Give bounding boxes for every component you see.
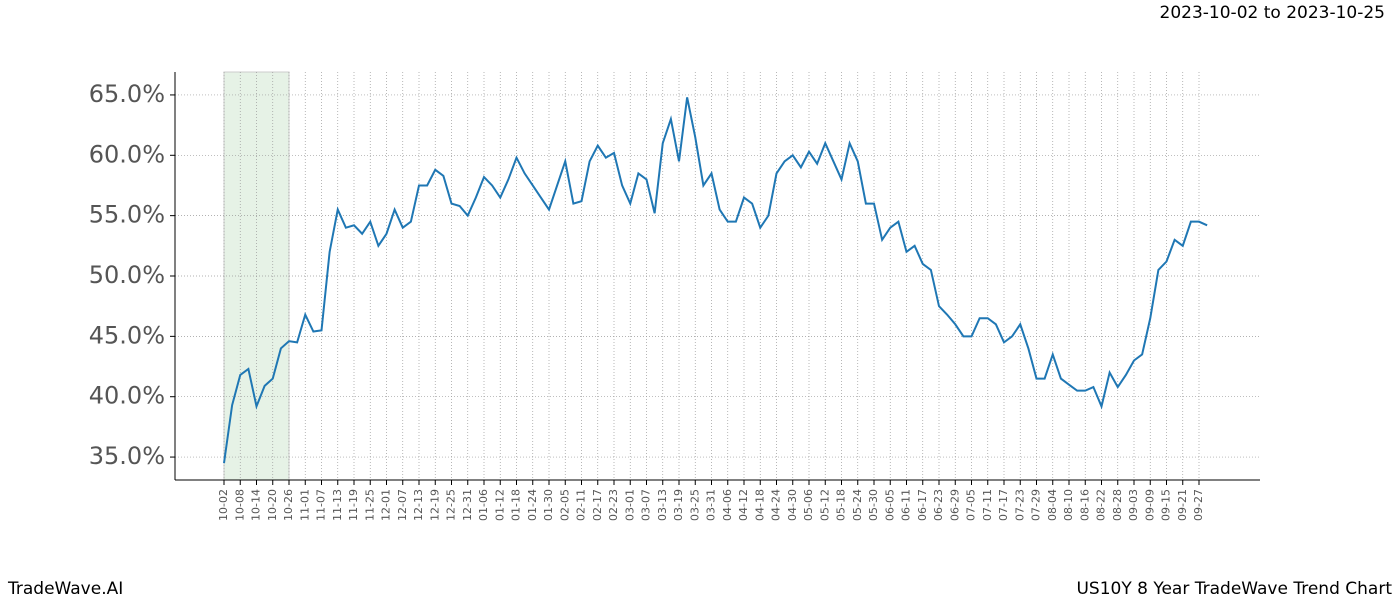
- x-tick-label: 07-05: [965, 489, 978, 521]
- x-tick-label: 02-05: [558, 489, 571, 521]
- y-tick-label: 40.0%: [89, 382, 165, 410]
- x-tick-label: 11-25: [363, 489, 376, 521]
- x-tick-label: 11-01: [298, 489, 311, 521]
- x-tick-label: 12-19: [428, 489, 441, 521]
- x-tick-label: 02-23: [607, 489, 620, 521]
- x-tick-label: 01-18: [510, 489, 523, 521]
- y-tick-label: 45.0%: [89, 321, 165, 349]
- x-tick-label: 09-03: [1127, 489, 1140, 521]
- x-tick-label: 08-10: [1062, 489, 1075, 521]
- x-tick-label: 05-06: [802, 489, 815, 521]
- x-tick-label: 06-23: [932, 489, 945, 521]
- x-tick-label: 08-16: [1078, 489, 1091, 521]
- x-tick-label: 01-06: [477, 489, 490, 521]
- x-tick-label: 06-05: [883, 489, 896, 521]
- x-tick-label: 09-15: [1160, 489, 1173, 521]
- y-tick-label: 50.0%: [89, 261, 165, 289]
- x-tick-label: 06-17: [916, 489, 929, 521]
- y-tick-label: 35.0%: [89, 442, 165, 470]
- x-tick-label: 04-12: [737, 489, 750, 521]
- x-tick-label: 05-12: [818, 489, 831, 521]
- x-tick-label: 07-23: [1013, 489, 1026, 521]
- x-tick-label: 08-04: [1046, 489, 1059, 521]
- source: TradeWave.AI: [7, 579, 123, 599]
- x-tick-label: 10-08: [233, 489, 246, 521]
- x-tick-label: 09-21: [1176, 489, 1189, 521]
- x-tick-label: 08-22: [1095, 489, 1108, 521]
- x-tick-label: 11-19: [347, 489, 360, 521]
- chart-subtitle: 2023-10-02 to 2023-10-25: [1160, 3, 1385, 23]
- x-tick-label: 12-13: [412, 489, 425, 521]
- x-tick-label: 12-25: [445, 489, 458, 521]
- chart-title: US10Y 8 Year TradeWave Trend Chart: [1076, 579, 1392, 599]
- x-tick-label: 04-30: [786, 489, 799, 521]
- x-tick-label: 07-29: [1030, 489, 1043, 521]
- x-tick-label: 04-06: [721, 489, 734, 521]
- x-tick-label: 03-19: [672, 489, 685, 521]
- x-tick-label: 09-27: [1192, 489, 1205, 521]
- x-tick-label: 10-02: [217, 489, 230, 521]
- x-tick-label: 03-25: [688, 489, 701, 521]
- x-tick-label: 11-13: [331, 489, 344, 521]
- x-tick-label: 04-24: [770, 489, 783, 521]
- y-tick-label: 65.0%: [89, 80, 165, 108]
- x-tick-label: 01-24: [526, 489, 539, 521]
- x-tick-label: 12-31: [461, 489, 474, 521]
- x-tick-label: 11-07: [315, 489, 328, 521]
- x-tick-label: 05-18: [835, 489, 848, 521]
- x-tick-label: 12-01: [380, 489, 393, 521]
- x-tick-label: 10-14: [250, 489, 263, 521]
- y-tick-label: 55.0%: [89, 201, 165, 229]
- x-tick-label: 03-13: [656, 489, 669, 521]
- x-tick-label: 01-30: [542, 489, 555, 521]
- x-tick-label: 02-17: [591, 489, 604, 521]
- x-tick-label: 05-24: [851, 489, 864, 521]
- x-tick-label: 06-11: [900, 489, 913, 521]
- x-tick-label: 05-30: [867, 489, 880, 521]
- x-tick-label: 03-01: [623, 489, 636, 521]
- x-tick-label: 04-18: [753, 489, 766, 521]
- x-tick-label: 07-17: [997, 489, 1010, 521]
- x-tick-label: 07-11: [981, 489, 994, 521]
- x-tick-label: 02-11: [575, 489, 588, 521]
- x-tick-label: 01-12: [493, 489, 506, 521]
- x-tick-label: 10-20: [266, 489, 279, 521]
- x-tick-label: 09-09: [1143, 489, 1156, 521]
- x-tick-label: 03-31: [705, 489, 718, 521]
- y-tick-label: 60.0%: [89, 140, 165, 168]
- x-tick-label: 08-28: [1111, 489, 1124, 521]
- x-tick-label: 03-07: [640, 489, 653, 521]
- x-tick-label: 06-29: [948, 489, 961, 521]
- x-tick-label: 12-07: [396, 489, 409, 521]
- data-line: [223, 97, 1208, 464]
- x-tick-label: 10-26: [282, 489, 295, 521]
